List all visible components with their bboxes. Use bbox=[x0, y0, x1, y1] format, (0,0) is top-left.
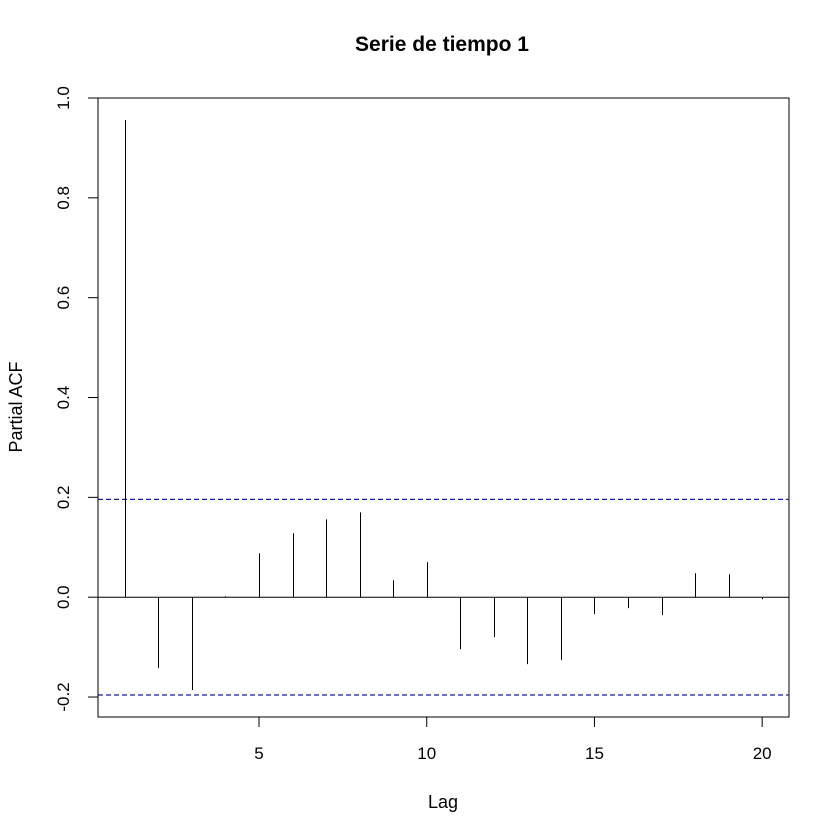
confidence-bounds bbox=[98, 498, 789, 696]
y-tick-label-0.6: 0.6 bbox=[54, 286, 73, 310]
y-tick-label-0.4: 0.4 bbox=[54, 386, 73, 410]
y-tick-label--0.2: -0.2 bbox=[54, 682, 73, 711]
y-tick-label-0.8: 0.8 bbox=[54, 186, 73, 210]
pacf-bars bbox=[125, 119, 763, 691]
y-tick-label-1: 1.0 bbox=[54, 86, 73, 110]
x-tick-label-10: 10 bbox=[417, 744, 436, 763]
y-axis-label: Partial ACF bbox=[6, 361, 26, 452]
x-tick-label-15: 15 bbox=[585, 744, 604, 763]
plot-frame bbox=[97, 97, 790, 718]
x-tick-label-5: 5 bbox=[254, 744, 263, 763]
x-tick-label-20: 20 bbox=[753, 744, 772, 763]
x-axis-label: Lag bbox=[428, 792, 458, 812]
x-axis: 5 10 15 20 bbox=[254, 716, 772, 763]
y-tick-label-0: 0.0 bbox=[54, 585, 73, 609]
y-tick-label-0.2: 0.2 bbox=[54, 486, 73, 510]
y-axis: -0.2 0.0 0.2 0.4 0.6 0.8 1.0 bbox=[54, 86, 99, 712]
chart-title: Serie de tiempo 1 bbox=[355, 33, 529, 56]
